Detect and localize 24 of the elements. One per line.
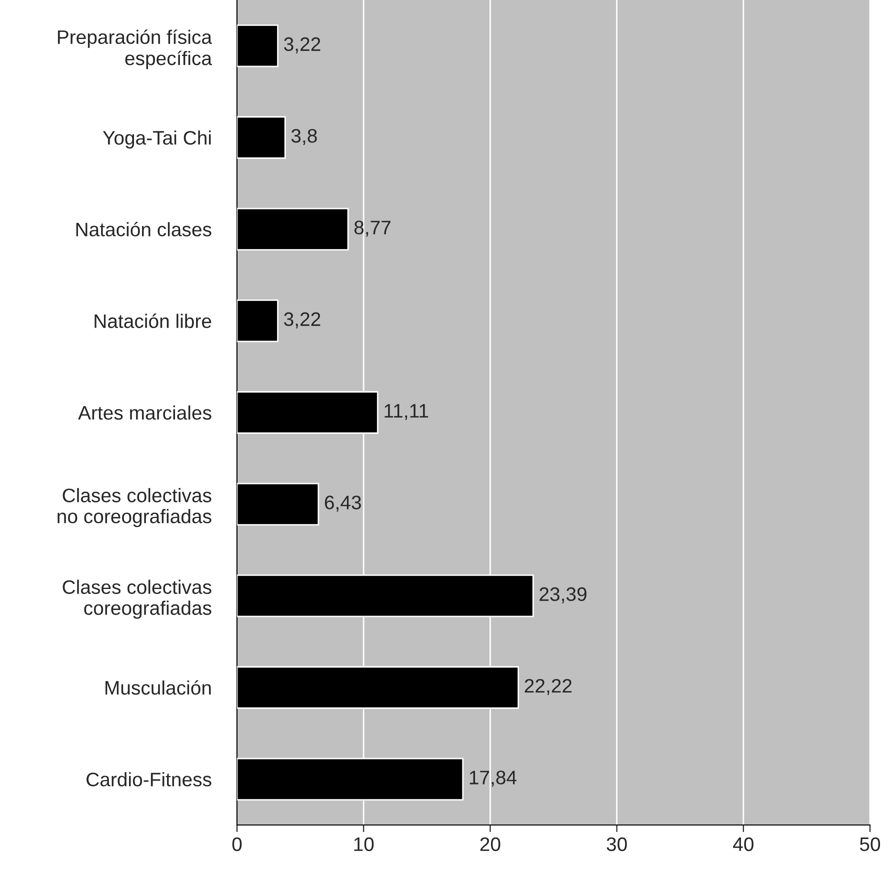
y-tick-label: Preparación física específica bbox=[58, 29, 212, 70]
data-label: 23,39 bbox=[540, 587, 586, 604]
data-label: 3,22 bbox=[284, 37, 320, 54]
data-label: 3,22 bbox=[284, 312, 320, 328]
data-label: 17,84 bbox=[470, 770, 516, 787]
data-label: 3,8 bbox=[291, 128, 317, 146]
y-tick-label: Yoga-Tai Chi bbox=[102, 130, 211, 149]
x-tick-label: 40 bbox=[733, 837, 754, 852]
x-tick-label: 10 bbox=[354, 837, 374, 852]
y-tick-label: Cardio-Fitness bbox=[86, 772, 212, 786]
data-label: 6,43 bbox=[324, 496, 361, 512]
x-tick-label: 30 bbox=[606, 837, 627, 852]
y-tick-label: Natación libre bbox=[94, 314, 212, 328]
y-tick-label: Clases colectivas no coreografiadas bbox=[58, 488, 212, 528]
data-label: 8,77 bbox=[354, 220, 390, 237]
y-tick-label: Musculación bbox=[106, 680, 211, 695]
data-label: 11,11 bbox=[384, 404, 428, 420]
y-tick-label: Natación clases bbox=[76, 222, 212, 236]
y-tick-label: Artes marciales bbox=[78, 405, 212, 420]
x-tick-label: 50 bbox=[860, 837, 880, 852]
x-tick-label: 20 bbox=[480, 837, 500, 852]
y-tick-label: Clases colectivas coreografiadas bbox=[62, 580, 212, 619]
data-label: 22,22 bbox=[524, 678, 572, 696]
x-tick-label: 0 bbox=[232, 837, 242, 852]
